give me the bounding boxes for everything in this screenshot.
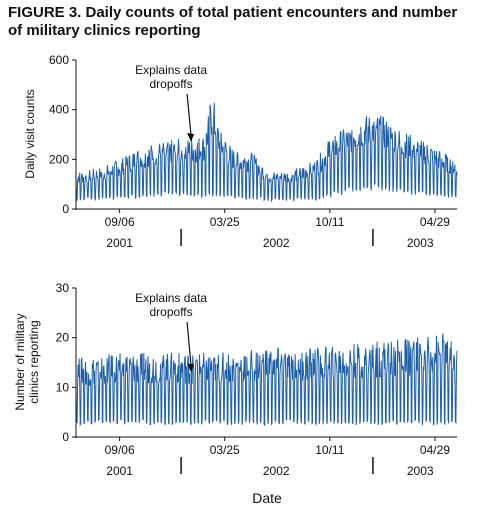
year-label: 2003 <box>407 464 434 478</box>
year-label: 2002 <box>263 464 290 478</box>
x-tick-label: 04/29 <box>420 443 450 457</box>
x-tick-label: 09/06 <box>105 215 135 229</box>
x-tick-label: 10/11 <box>315 443 344 457</box>
annotation-label: Explains data dropoffs <box>135 291 207 319</box>
y-tick-label: 400 <box>49 103 69 117</box>
y-tick-label: 10 <box>56 380 70 394</box>
series-line <box>75 102 458 203</box>
x-tick-label: 04/29 <box>420 215 450 229</box>
x-tick-label: 03/25 <box>210 443 240 457</box>
y-tick-label: 600 <box>49 53 69 67</box>
x-tick-label: 09/06 <box>105 443 135 457</box>
visits-panel: 0 200 400 600 09/06 03/25 10/11 04/29 2001 2002 20… <box>23 53 458 250</box>
x-axis-title: Date <box>252 490 282 506</box>
year-label: 2003 <box>407 236 434 250</box>
year-label: 2001 <box>106 464 133 478</box>
x-tick-label: 10/11 <box>315 215 344 229</box>
annotation-arrowhead <box>187 132 195 142</box>
year-label: 2002 <box>263 236 290 250</box>
series-line <box>75 333 458 427</box>
annotation-arrow-shaft <box>186 321 192 367</box>
y-tick-label: 0 <box>62 430 69 444</box>
year-label: 2001 <box>106 236 133 250</box>
figure-title: FIGURE 3. Daily counts of total patient … <box>8 4 458 39</box>
annotation-label: Explains data dropoffs <box>135 63 207 91</box>
clinics-panel: 0 10 20 30 09/06 03/25 10/11 04/29 2001 2002 2003 N… <box>13 281 458 478</box>
x-tick-label: 03/25 <box>210 215 240 229</box>
y-tick-label: 20 <box>56 331 70 345</box>
y-tick-label: 0 <box>62 202 69 216</box>
annotation-arrowhead <box>187 363 195 373</box>
y-tick-label: 200 <box>49 152 69 166</box>
annotation-arrow-shaft <box>186 93 192 137</box>
y-axis-title: Number of militaryclinics reporting <box>13 313 41 410</box>
y-axis-title: Daily visit counts <box>23 89 37 178</box>
y-tick-label: 30 <box>56 281 70 295</box>
